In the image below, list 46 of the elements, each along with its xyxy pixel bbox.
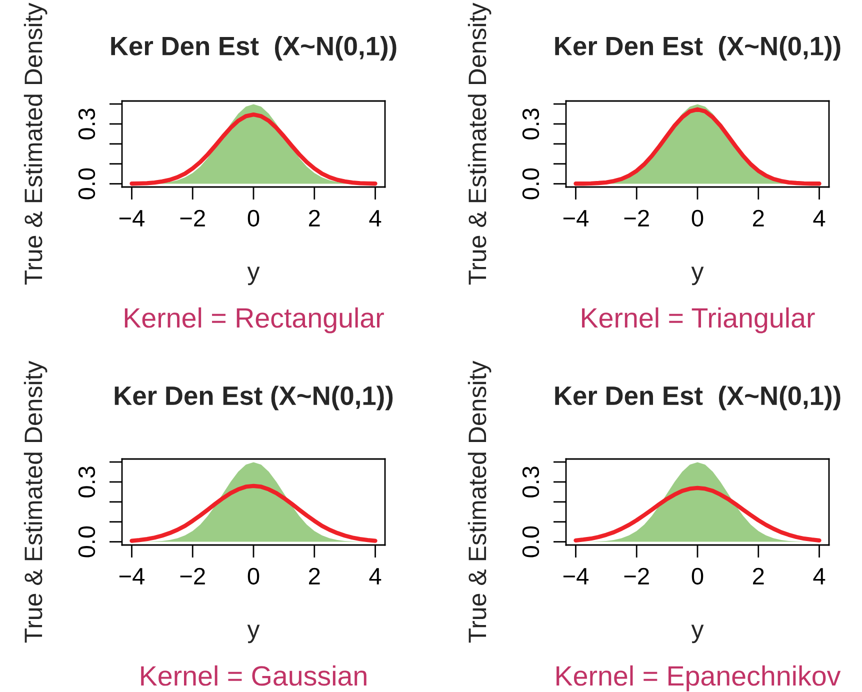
text: Kernel = Gaussian bbox=[141, 665, 366, 686]
y-axis-title: True & Estimated Density bbox=[24, 2, 48, 285]
x-tick-label: 2 bbox=[753, 210, 764, 226]
x-tick-label: 4 bbox=[813, 568, 826, 584]
x-tick-label: 4 bbox=[813, 210, 826, 226]
y-tick-label: 0.3 bbox=[522, 466, 540, 498]
x-tick-label: 2 bbox=[309, 210, 320, 226]
line-series bbox=[130, 484, 378, 543]
x-tick-label: −2 bbox=[624, 568, 649, 584]
x-tick-label: −4 bbox=[563, 210, 589, 226]
y-axis-title: True & Estimated Density bbox=[468, 360, 492, 643]
x-tick-label: 0 bbox=[248, 568, 260, 585]
x-tick-label: 0 bbox=[248, 210, 260, 227]
text: Kernel = Rectangular bbox=[124, 307, 384, 334]
chart-title: Ker Den Est (X~N(0,1)) bbox=[555, 386, 840, 410]
line-series bbox=[574, 486, 822, 542]
x-tick-label: −2 bbox=[180, 210, 205, 226]
chart-title: Ker Den Est (X~N(0,1)) bbox=[111, 36, 396, 61]
chart-title: Ker Den Est (X~N(0,1)) bbox=[555, 36, 840, 61]
x-axis-title: y bbox=[691, 266, 704, 286]
x-tick-label: 4 bbox=[369, 210, 382, 226]
x-tick-label: −2 bbox=[180, 568, 205, 584]
x-axis-title: y bbox=[691, 624, 704, 644]
text: Kernel = Triangular bbox=[582, 307, 815, 334]
y-tick-label: 0.3 bbox=[522, 108, 540, 140]
x-tick-label: −4 bbox=[119, 210, 145, 226]
x-tick-label: −2 bbox=[624, 210, 649, 226]
x-tick-label: −4 bbox=[563, 568, 589, 584]
x-tick-label: 4 bbox=[369, 568, 382, 584]
x-tick-label: 2 bbox=[309, 568, 320, 584]
text: Kernel = Epanechnikov bbox=[556, 665, 841, 692]
y-tick-label: 0.0 bbox=[78, 526, 96, 558]
y-axis-title: True & Estimated Density bbox=[24, 360, 48, 643]
y-tick-label: 0.0 bbox=[78, 168, 96, 200]
y-axis-title: True & Estimated Density bbox=[468, 2, 492, 285]
x-tick-label: −4 bbox=[119, 568, 145, 584]
chart-title: Ker Den Est (X~N(0,1)) bbox=[114, 386, 393, 410]
y-tick-label: 0.3 bbox=[78, 108, 96, 140]
y-tick-label: 0.3 bbox=[78, 466, 96, 498]
x-axis-title: y bbox=[247, 266, 260, 286]
y-tick-label: 0.0 bbox=[522, 526, 540, 558]
x-tick-label: 2 bbox=[753, 568, 764, 584]
x-axis-title: y bbox=[247, 624, 260, 644]
x-tick-label: 0 bbox=[692, 210, 704, 227]
x-tick-label: 0 bbox=[692, 568, 704, 585]
y-tick-label: 0.0 bbox=[522, 168, 540, 200]
